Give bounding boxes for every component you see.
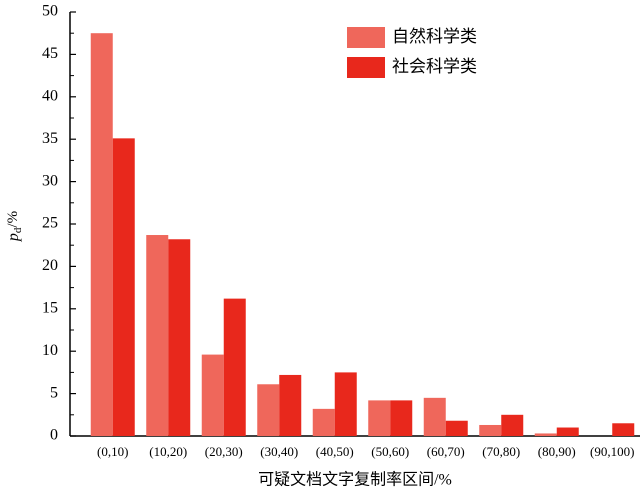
bar [168, 239, 191, 436]
x-tick-label: (80,90) [538, 444, 576, 459]
x-tick-label: (60,70) [427, 444, 465, 459]
y-tick-label: 35 [42, 130, 58, 147]
bar [445, 420, 468, 436]
bar [390, 400, 413, 436]
legend-label: 自然科学类 [392, 27, 477, 46]
bar [556, 427, 579, 436]
y-tick-label: 30 [42, 172, 58, 189]
bar [112, 138, 135, 437]
x-tick-label: (90,100) [590, 444, 634, 459]
bar [534, 433, 557, 436]
x-axis-label: 可疑文档文字复制率区间/% [258, 471, 452, 489]
y-tick-label: 15 [42, 299, 58, 316]
y-tick-label: 5 [50, 384, 58, 401]
bar [257, 384, 280, 436]
y-tick-label: 0 [50, 427, 58, 444]
legend-label: 社会科学类 [392, 57, 477, 76]
bar [312, 408, 335, 436]
y-tick-label: 20 [42, 257, 58, 274]
legend-swatch [347, 57, 385, 78]
bar [201, 354, 224, 436]
x-tick-label: (10,20) [149, 444, 187, 459]
x-tick-label: (50,60) [371, 444, 409, 459]
bar [223, 298, 246, 436]
bar [146, 235, 169, 436]
bar [479, 424, 502, 436]
bar [368, 400, 391, 436]
x-tick-label: (70,80) [482, 444, 520, 459]
legend-swatch [347, 27, 385, 48]
x-tick-label: (20,30) [205, 444, 243, 459]
x-tick-label: (30,40) [260, 444, 298, 459]
y-tick-label: 25 [42, 215, 58, 232]
y-tick-label: 50 [42, 3, 58, 20]
y-tick-label: 10 [42, 342, 58, 359]
bar [90, 33, 113, 436]
bar [612, 423, 635, 436]
x-tick-label: (40,50) [316, 444, 354, 459]
y-tick-label: 40 [42, 87, 58, 104]
y-label-main: p [5, 233, 22, 242]
y-label-unit: /% [5, 211, 21, 228]
x-tick-label: (0,10) [97, 444, 128, 459]
bar [334, 372, 357, 436]
bar [423, 397, 446, 436]
y-axis-label: pd/% [5, 211, 24, 242]
y-tick-label: 45 [42, 45, 58, 62]
bar [279, 374, 302, 436]
bar [501, 414, 524, 436]
y-label-sub: d [12, 227, 24, 233]
